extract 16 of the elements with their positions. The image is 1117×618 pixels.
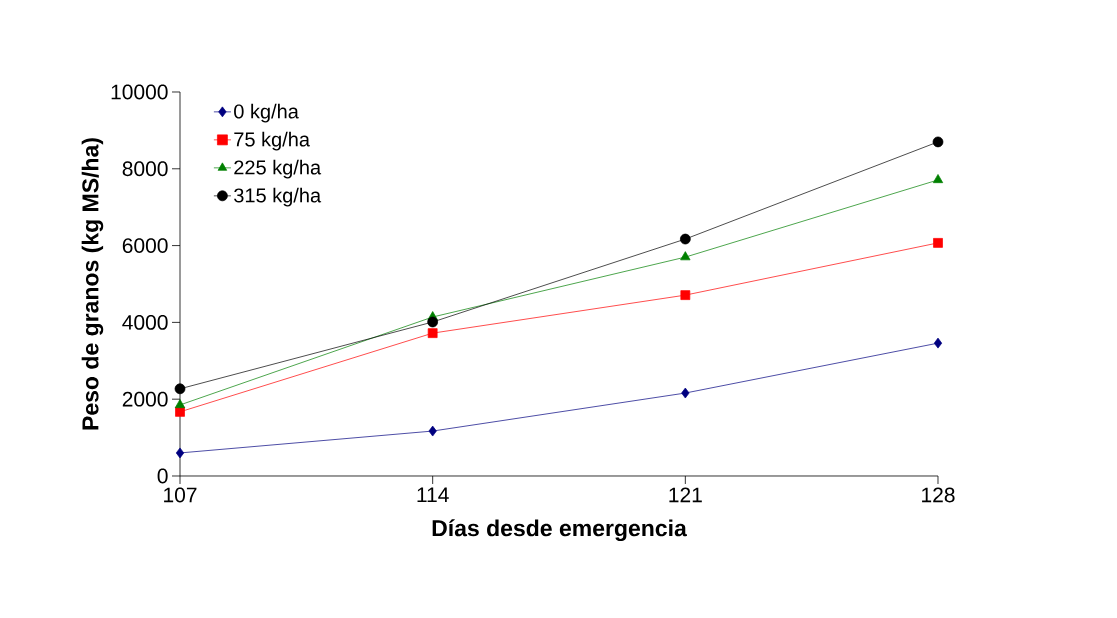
- y-tick-label: 4000: [122, 314, 168, 330]
- x-axis-title: Días desde emergencia: [432, 519, 687, 541]
- x-tick-label: 121: [669, 487, 702, 503]
- y-tick-label: 0: [157, 468, 168, 484]
- x-tick-label: 114: [417, 487, 449, 502]
- y-tick-label: 10000: [111, 84, 168, 100]
- legend-label: 75 kg/ha: [234, 131, 310, 151]
- legend-label: 315 kg/ha: [234, 187, 322, 207]
- x-tick-label: 128: [922, 487, 955, 503]
- y-tick-label: 6000: [122, 238, 168, 254]
- y-axis-title: Peso de granos (kg MS/ha): [81, 138, 104, 430]
- legend-label: 0 kg/ha: [234, 103, 299, 123]
- legend-label: 225 kg/ha: [234, 159, 322, 179]
- y-tick-label: 8000: [122, 161, 168, 177]
- x-tick-label: 107: [164, 487, 197, 503]
- y-tick-label: 2000: [122, 391, 168, 407]
